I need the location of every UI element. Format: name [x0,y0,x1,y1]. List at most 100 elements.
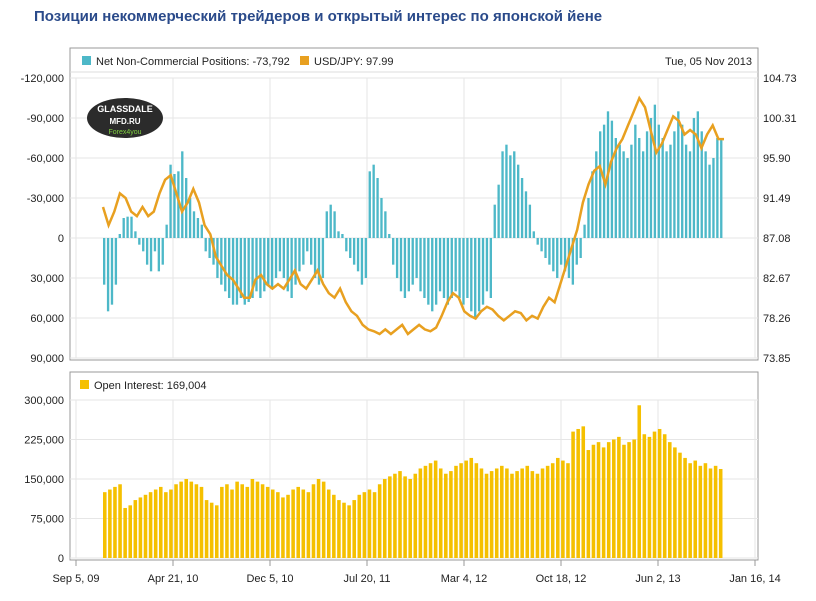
position-bar [224,238,227,292]
position-bar [645,131,649,238]
open-interest-bar [418,468,423,558]
open-interest-bar [316,479,321,558]
position-bar [196,218,200,238]
legend-swatch-positions [82,56,91,65]
position-bar [114,238,118,285]
position-bar [192,211,196,238]
open-interest-bar [189,481,194,558]
open-interest-bar [184,479,188,558]
position-bar [677,111,680,238]
open-interest-bar [250,479,255,558]
left-tick-label: 0 [58,233,64,245]
open-interest-bar [596,442,601,558]
position-bar [270,238,274,289]
open-interest-bar [688,463,692,558]
open-interest-bar [291,489,295,558]
position-bar [333,211,336,238]
open-interest-bar [662,434,667,558]
open-interest-bar [642,434,647,558]
right-tick-label: 73.85 [763,353,791,365]
position-bar [177,171,180,238]
position-bar [438,238,442,292]
legend-swatch-open-interest [80,380,89,389]
open-interest-bar [220,486,224,558]
left-axis-ticks: -120,000 -90,000 -60,000 -30,000 0 30,000 60,0… [21,73,64,365]
logo-text-2: MFD.RU [109,117,140,126]
position-bar [103,238,106,285]
open-interest-bar [158,486,163,558]
position-bar [255,238,258,292]
open-interest-bar [606,442,611,558]
open-interest-bar [403,476,407,558]
position-bar [310,238,313,265]
position-bar [442,238,446,298]
position-bar [181,151,184,238]
position-bar [372,164,375,238]
open-interest-bar [214,505,219,558]
open-interest-bar [718,468,723,558]
open-interest-bar [306,492,311,558]
open-interest-bar [153,489,158,558]
position-bar [661,138,664,238]
position-bar [259,238,262,298]
open-interest-bar [617,436,621,558]
x-tick-label: Sep 5, 09 [52,573,99,585]
right-tick-label: 100.31 [763,113,797,125]
logo: GLASSDALE MFD.RU Forex4you [87,98,163,138]
position-bar [235,238,239,305]
open-interest-bar [515,471,519,558]
left-tick-label: 60,000 [30,313,64,325]
open-interest-bar [668,442,672,558]
open-interest-bar [143,494,148,558]
position-bar [532,231,535,238]
position-bar [669,144,672,238]
position-bar [563,238,567,272]
open-interest-bar [194,484,199,558]
open-interest-bar [138,497,143,558]
position-bar [325,211,328,238]
position-bar [692,118,696,238]
position-bar [493,204,496,238]
oi-tick-label: 150,000 [24,474,64,486]
position-bar [392,238,395,265]
open-interest-bar [179,481,183,558]
position-bar [704,151,707,238]
position-bar [399,238,403,292]
position-bar [294,238,297,285]
position-bar [517,164,520,238]
position-bar [446,238,450,305]
position-bar [243,238,246,305]
position-bar [138,238,141,245]
open-interest-bar [678,452,682,558]
open-interest-bar [337,500,341,558]
open-interest-bar [571,431,575,558]
position-bar [700,131,703,238]
position-bar [388,234,391,238]
legend-swatch-usdjpy [300,56,309,65]
open-interest-bars [103,405,723,558]
position-bar [540,238,543,252]
open-interest-bar [260,484,265,558]
open-interest-bar [647,436,652,558]
position-bar [653,104,657,238]
position-bar [708,164,711,238]
legend-label-usdjpy: USD/JPY: 97.99 [314,56,394,68]
position-bar [544,238,547,258]
position-bar [321,238,325,278]
legend-label-positions: Net Non-Commercial Positions: -73,792 [96,56,290,68]
position-bar [415,238,418,278]
open-interest-bar [123,507,127,558]
open-interest-bar [372,492,377,558]
position-bar [657,124,660,238]
open-interest-bar [612,439,616,558]
position-bar [290,238,293,298]
position-bar [696,111,699,238]
position-bar [130,216,133,238]
position-bar [509,155,512,238]
position-bar [407,238,410,292]
oi-tick-label: 75,000 [30,514,64,526]
position-bar [587,198,590,238]
open-interest-bar [128,505,133,558]
open-interest-bar [321,481,326,558]
